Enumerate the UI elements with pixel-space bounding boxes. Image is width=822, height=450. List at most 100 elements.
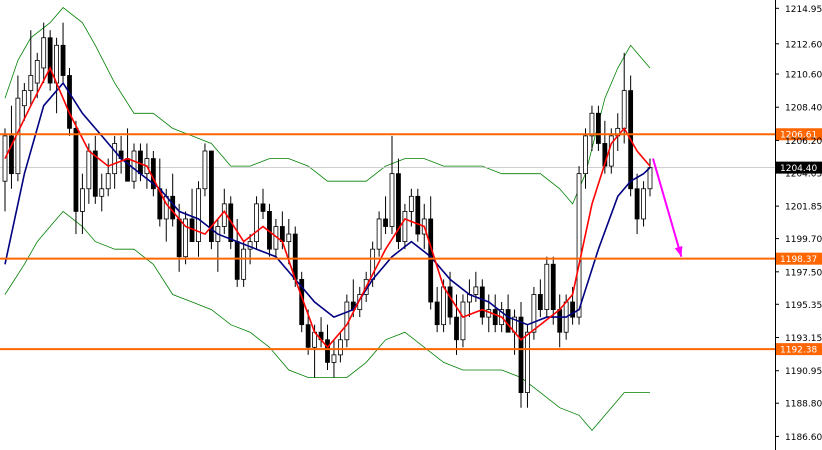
- candle-body: [402, 211, 408, 243]
- candle-body: [279, 226, 285, 243]
- candle-body: [596, 112, 601, 144]
- candle-body: [550, 263, 556, 310]
- candle: [383, 196, 388, 235]
- candle: [337, 332, 343, 363]
- candle: [434, 286, 440, 333]
- level-label-box: [776, 252, 822, 265]
- candle-body: [537, 294, 543, 310]
- price-levels: 1206.61 1198.37 1192.38: [0, 128, 822, 356]
- candle: [550, 256, 556, 325]
- candle-body: [305, 324, 311, 348]
- candle: [73, 120, 79, 235]
- candle-body: [292, 233, 298, 280]
- candle: [460, 294, 466, 348]
- slow-ma-line: [4, 81, 651, 326]
- y-tick-label: 1188.80: [785, 400, 822, 410]
- candle-body: [383, 218, 388, 227]
- candle-body: [634, 188, 640, 220]
- y-tick-label: 1212.60: [785, 40, 822, 50]
- candle-body: [60, 44, 66, 76]
- candle-body: [170, 195, 176, 220]
- candle: [596, 105, 601, 152]
- candle: [428, 196, 434, 310]
- candle: [241, 241, 247, 287]
- candle-body: [337, 339, 343, 356]
- candle-body: [54, 44, 59, 84]
- y-tick-label: 1186.60: [785, 433, 822, 443]
- candle-body: [254, 203, 259, 243]
- candle-body: [21, 90, 27, 107]
- y-tick-label: 1190.95: [785, 367, 822, 377]
- candle: [531, 286, 537, 340]
- candle: [376, 211, 382, 257]
- candle-body: [241, 248, 247, 280]
- candle-body: [67, 75, 72, 129]
- candle-body: [325, 339, 330, 363]
- candle: [60, 22, 66, 84]
- candle-body: [557, 309, 563, 333]
- level-label: 1206.61: [780, 131, 817, 141]
- band-lower-line: [4, 210, 650, 432]
- candle-body: [99, 188, 105, 197]
- candle: [254, 196, 259, 250]
- band-upper-line: [4, 7, 651, 205]
- current-price-label: 1204.40: [780, 164, 817, 174]
- y-tick-label: 1199.70: [785, 235, 822, 245]
- y-tick-label: 1195.35: [785, 301, 822, 311]
- candle: [408, 188, 414, 227]
- candle-body: [86, 150, 92, 190]
- candle: [492, 294, 498, 333]
- candle-body: [208, 150, 214, 243]
- y-tick-label: 1201.85: [785, 203, 822, 213]
- candle: [92, 135, 98, 204]
- candle-body: [131, 150, 137, 182]
- candle-body: [428, 218, 434, 303]
- candle: [34, 52, 40, 99]
- candle-body: [621, 90, 627, 129]
- candle: [525, 324, 530, 408]
- candle-body: [454, 316, 459, 341]
- candle-body: [286, 233, 292, 243]
- candle-body: [34, 60, 40, 84]
- arrow-head: [674, 245, 683, 257]
- candle-body: [473, 286, 479, 295]
- candle: [80, 173, 85, 235]
- candle-body: [576, 173, 582, 318]
- candle-body: [389, 173, 395, 227]
- candle-body: [376, 218, 382, 250]
- candle: [454, 294, 459, 355]
- candle: [260, 188, 266, 219]
- candle: [208, 150, 214, 250]
- candle-body: [492, 309, 498, 326]
- candle-body: [183, 218, 189, 258]
- candle-body: [608, 135, 614, 167]
- candle-body: [47, 37, 53, 84]
- candle-body: [570, 301, 575, 318]
- candle-body: [525, 331, 530, 394]
- candle: [99, 173, 105, 212]
- arrow-shaft: [652, 158, 683, 257]
- candle-body: [73, 127, 79, 212]
- current-price-box: [776, 161, 822, 174]
- candle: [21, 83, 27, 121]
- candle-body: [176, 218, 182, 258]
- candle-body: [105, 173, 111, 190]
- moving-averages: [4, 66, 651, 349]
- level-label-box: [776, 128, 822, 141]
- candle: [544, 256, 550, 318]
- candle: [202, 143, 208, 197]
- candle-body: [479, 286, 485, 318]
- candle: [9, 105, 14, 189]
- candle-body: [441, 286, 447, 326]
- level-label: 1192.38: [780, 346, 817, 356]
- candle: [583, 128, 588, 189]
- candle: [47, 30, 53, 91]
- candle-body: [202, 150, 208, 190]
- candle-body: [460, 301, 466, 341]
- candle-body: [544, 263, 550, 310]
- y-tick-label: 1208.40: [785, 104, 822, 114]
- candle-body: [92, 150, 98, 197]
- candle-body: [112, 143, 118, 175]
- candle-body: [505, 309, 511, 333]
- level-label-box: [776, 343, 822, 356]
